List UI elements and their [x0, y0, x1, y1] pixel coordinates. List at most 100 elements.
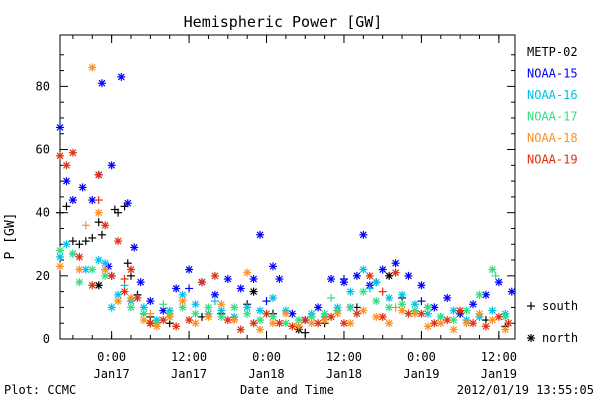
data-point-noaa-15	[107, 161, 116, 170]
data-point-noaa-15	[417, 297, 426, 306]
data-point-noaa-18	[488, 316, 497, 325]
data-point-noaa-19	[327, 312, 336, 321]
data-point-noaa-17	[88, 265, 97, 274]
data-point-noaa-18	[88, 63, 97, 72]
data-point-noaa-19	[443, 316, 452, 325]
x-tick-time-label: 0:00	[407, 350, 436, 364]
data-point-noaa-19	[210, 271, 219, 280]
legend-entry-metp-02: METP-02	[527, 45, 578, 59]
data-point-noaa-18	[101, 265, 110, 274]
legend-entry-noaa-18: NOAA-18	[527, 131, 578, 145]
data-point-noaa-16	[365, 284, 374, 293]
data-point-noaa-15	[391, 259, 400, 268]
data-point-noaa-17	[346, 303, 355, 312]
x-axis: 0:00 Jan17 12:00 Jan17 0:00 Jan18 12:00 Jan18 0:…	[72, 35, 517, 381]
data-point-metp-02	[301, 328, 310, 337]
data-point-noaa-17	[159, 300, 168, 309]
data-point-noaa-18	[56, 262, 64, 271]
data-point-noaa-19	[101, 221, 110, 230]
data-point-noaa-18	[146, 309, 155, 318]
data-point-noaa-19	[469, 319, 478, 328]
plot-source-label: Plot: CCMC	[4, 383, 76, 397]
legend-entry-noaa-15: NOAA-15	[527, 67, 578, 81]
data-point-noaa-15	[417, 281, 426, 290]
data-point-noaa-18	[217, 300, 226, 309]
data-point-noaa-19	[75, 252, 84, 261]
y-tick-label: 80	[36, 79, 50, 93]
data-point-noaa-19	[339, 319, 348, 328]
data-point-noaa-19	[249, 319, 258, 328]
data-point-noaa-18	[152, 322, 161, 331]
data-point-noaa-18	[320, 316, 329, 325]
data-point-noaa-19	[365, 271, 374, 280]
data-point-noaa-19	[456, 306, 465, 315]
data-point-noaa-18	[281, 309, 290, 318]
x-tick-time-label: 12:00	[326, 350, 362, 364]
data-point-noaa-18	[475, 309, 484, 318]
data-point-noaa-18	[94, 208, 103, 217]
data-point-noaa-15	[262, 297, 271, 306]
data-point-noaa-18	[398, 306, 407, 315]
legend-entry-noaa-19: NOAA-19	[527, 153, 578, 167]
data-point-noaa-15	[210, 290, 219, 299]
marker-legend-symbol-south	[527, 302, 535, 310]
y-tick-label: 60	[36, 143, 50, 157]
data-point-noaa-19	[404, 309, 413, 318]
data-point-noaa-15	[507, 287, 516, 296]
data-point-noaa-15	[146, 297, 155, 306]
data-point-noaa-15	[223, 275, 232, 283]
x-tick-time-label: 12:00	[171, 350, 207, 364]
data-point-noaa-17	[230, 303, 239, 312]
data-point-noaa-19	[262, 309, 271, 318]
data-point-noaa-19	[56, 151, 64, 160]
data-point-noaa-17	[475, 290, 484, 299]
data-point-noaa-16	[62, 240, 71, 249]
data-point-noaa-16	[385, 293, 394, 302]
data-point-noaa-17	[243, 309, 252, 318]
data-point-noaa-15	[68, 196, 77, 205]
data-point-noaa-19	[481, 322, 490, 331]
data-point-noaa-16	[107, 303, 116, 312]
chart-title: Hemispheric Power [GW]	[184, 13, 383, 31]
data-point-noaa-15	[327, 275, 336, 283]
data-point-noaa-16	[359, 265, 368, 274]
x-tick-time-label: 0:00	[252, 350, 281, 364]
data-point-noaa-15	[268, 262, 277, 271]
y-tick-label: 20	[36, 269, 50, 283]
data-point-noaa-17	[204, 303, 213, 312]
data-point-metp-02	[75, 240, 84, 249]
data-point-noaa-17	[126, 303, 135, 312]
x-tick-date-label: Jan17	[171, 367, 207, 381]
data-point-noaa-15	[56, 123, 64, 132]
x-axis-label: Date and Time	[240, 383, 334, 397]
data-point-noaa-16	[372, 278, 381, 287]
data-point-noaa-18	[204, 312, 213, 321]
data-point-noaa-19	[94, 170, 103, 179]
data-point-noaa-15	[78, 183, 87, 192]
data-point-noaa-15	[352, 271, 361, 280]
data-point-noaa-15	[443, 293, 452, 302]
y-axis-label: P [GW]	[3, 213, 18, 260]
data-point-noaa-15	[314, 303, 323, 312]
data-point-noaa-17	[217, 312, 226, 321]
data-point-noaa-16	[346, 287, 355, 296]
data-point-noaa-18	[333, 309, 342, 318]
data-point-noaa-15	[378, 265, 387, 274]
data-point-noaa-19	[417, 309, 426, 318]
data-point-noaa-15	[275, 275, 284, 283]
data-point-noaa-15	[185, 265, 194, 274]
data-point-noaa-18	[75, 265, 84, 274]
data-point-noaa-18	[462, 319, 471, 328]
data-point-noaa-15	[172, 284, 181, 293]
data-point-metp-02	[94, 218, 103, 227]
data-point-noaa-17	[68, 249, 77, 258]
data-point-noaa-15	[256, 230, 265, 239]
data-point-noaa-18	[165, 312, 174, 321]
data-point-noaa-17	[307, 312, 316, 321]
data-point-noaa-17	[178, 303, 187, 312]
x-tick-time-label: 12:00	[481, 350, 517, 364]
data-point-metp-02	[123, 259, 132, 268]
data-point-noaa-19	[378, 312, 387, 321]
data-point-noaa-16	[178, 290, 187, 299]
data-point-noaa-19	[275, 319, 284, 328]
